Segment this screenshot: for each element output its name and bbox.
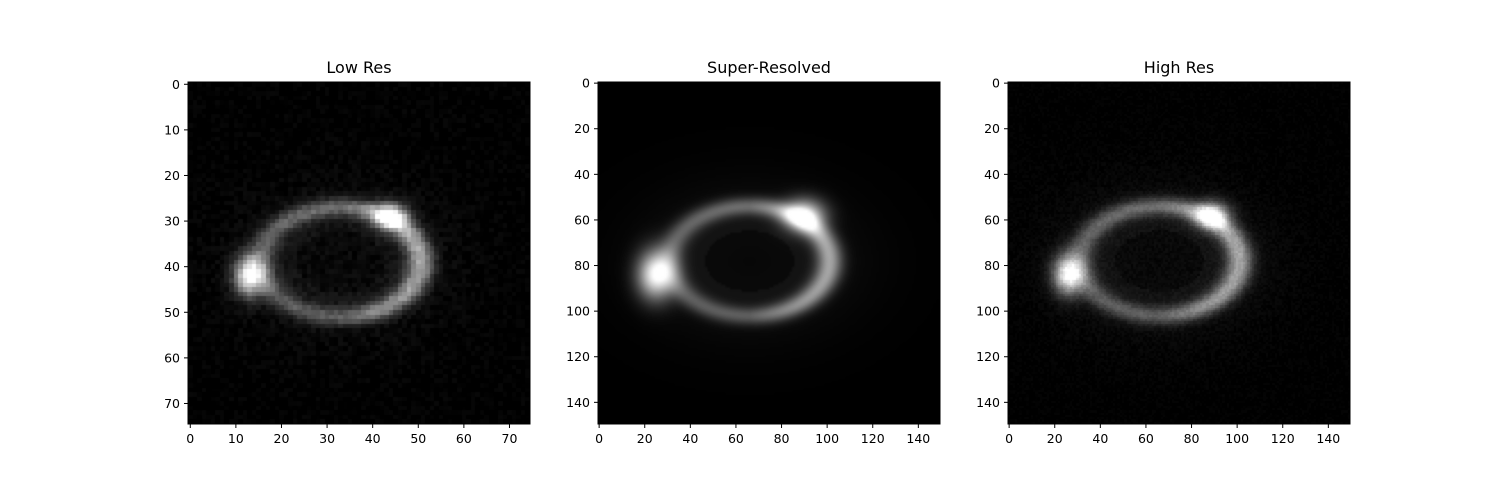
x-tick-label: 80 xyxy=(1184,431,1200,446)
y-tick-label: 40 xyxy=(574,167,590,182)
x-tick-label: 70 xyxy=(502,431,518,446)
x-tick-label: 140 xyxy=(1316,431,1340,446)
panel-super-resolved: Super-Resolved 0 20 40 60 80 100 120 140 0 20 40 60… xyxy=(566,58,941,446)
y-tick-label: 60 xyxy=(164,350,180,365)
x-tick-label: 30 xyxy=(319,431,335,446)
y-tick-label: 40 xyxy=(984,167,1000,182)
x-tick-label: 60 xyxy=(456,431,472,446)
y-tick-label: 120 xyxy=(566,349,590,364)
y-tick-label: 80 xyxy=(984,258,1000,273)
x-tick-label: 80 xyxy=(774,431,790,446)
x-tick-label: 40 xyxy=(365,431,381,446)
x-tick-label: 120 xyxy=(861,431,885,446)
y-tick-label: 140 xyxy=(976,395,1000,410)
x-tick-label: 40 xyxy=(682,431,698,446)
x-tick-label: 20 xyxy=(1047,431,1063,446)
y-tick-label: 140 xyxy=(566,395,590,410)
y-tick-label: 0 xyxy=(172,77,180,92)
image-super-resolved xyxy=(598,82,940,424)
x-tick-label: 40 xyxy=(1092,431,1108,446)
x-tick-label: 120 xyxy=(1271,431,1295,446)
y-tick-label: 20 xyxy=(574,121,590,136)
y-tick-label: 100 xyxy=(976,304,1000,319)
x-tick-label: 100 xyxy=(815,431,839,446)
title-high-res: High Res xyxy=(1144,58,1214,77)
axes-frame-low-res xyxy=(187,81,531,425)
y-tick-label: 0 xyxy=(582,76,590,91)
ticks-super-resolved: 0 20 40 60 80 100 120 140 0 20 40 60 80 100 120 140 xyxy=(566,76,930,446)
x-tick-label: 0 xyxy=(1005,431,1013,446)
x-tick-label: 0 xyxy=(186,431,194,446)
x-tick-label: 20 xyxy=(274,431,290,446)
x-tick-label: 140 xyxy=(906,431,930,446)
x-tick-label: 60 xyxy=(728,431,744,446)
y-tick-label: 60 xyxy=(984,212,1000,227)
y-tick-label: 10 xyxy=(164,122,180,137)
y-tick-label: 70 xyxy=(164,396,180,411)
y-tick-label: 80 xyxy=(574,258,590,273)
y-tick-label: 40 xyxy=(164,259,180,274)
image-high-res xyxy=(1008,82,1350,424)
x-tick-label: 50 xyxy=(410,431,426,446)
y-tick-label: 0 xyxy=(992,76,1000,91)
y-tick-label: 100 xyxy=(566,304,590,319)
x-tick-label: 10 xyxy=(228,431,244,446)
y-tick-label: 20 xyxy=(984,121,1000,136)
panel-high-res: High Res 0 20 40 60 80 100 120 140 0 20 40 60 80 100 1… xyxy=(976,58,1351,446)
ticks-low-res: 0 10 20 30 40 50 60 70 0 10 20 30 40 50 60 70 xyxy=(164,77,517,446)
y-tick-label: 60 xyxy=(574,212,590,227)
title-super-resolved: Super-Resolved xyxy=(707,58,831,77)
x-tick-label: 100 xyxy=(1225,431,1249,446)
axes-frame-super-resolved xyxy=(597,81,941,425)
x-tick-label: 0 xyxy=(595,431,603,446)
x-tick-label: 60 xyxy=(1138,431,1154,446)
title-low-res: Low Res xyxy=(326,58,391,77)
y-tick-label: 120 xyxy=(976,349,1000,364)
image-low-res xyxy=(188,82,530,424)
y-tick-label: 20 xyxy=(164,168,180,183)
x-tick-label: 20 xyxy=(637,431,653,446)
y-tick-label: 30 xyxy=(164,214,180,229)
panel-low-res: Low Res 0 10 20 30 40 50 60 70 0 10 20 30 40 50 60 70 xyxy=(164,58,531,446)
y-tick-label: 50 xyxy=(164,305,180,320)
ticks-high-res: 0 20 40 60 80 100 120 140 0 20 40 60 80 100 120 140 xyxy=(976,76,1340,446)
axes-frame-high-res xyxy=(1007,81,1351,425)
